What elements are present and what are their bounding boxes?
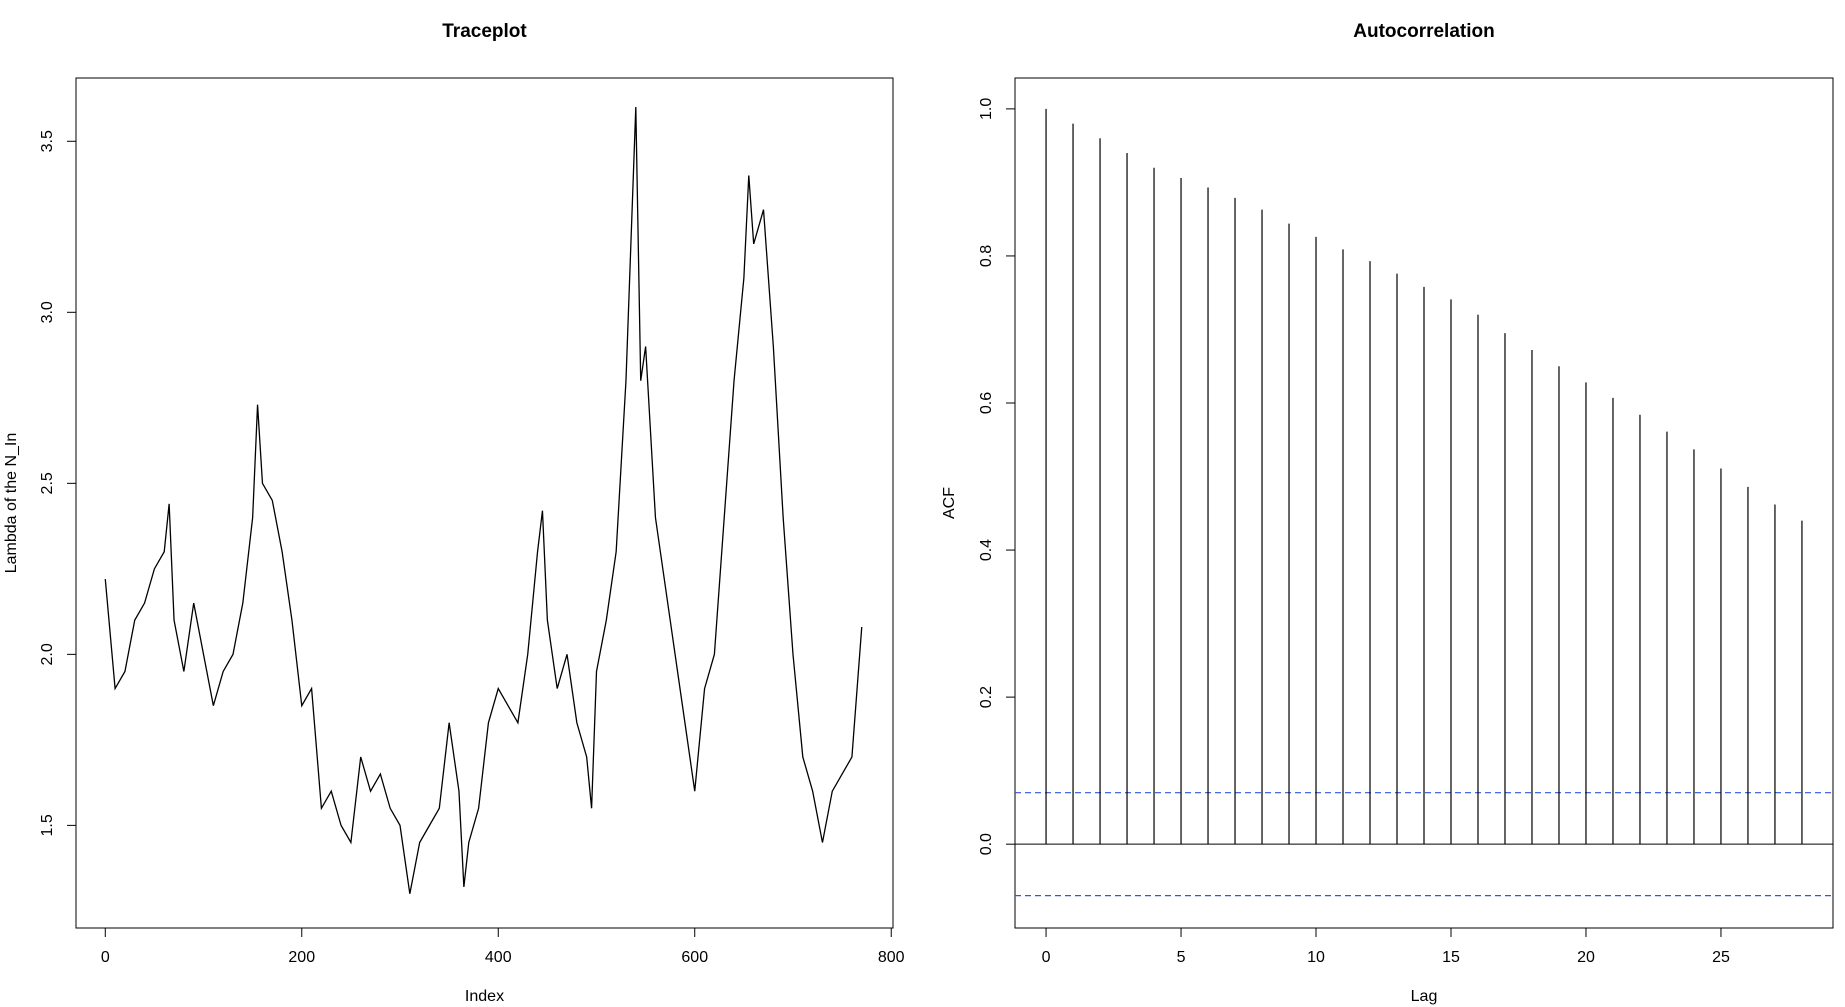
x-axis-label: Index [465, 988, 504, 1005]
x-tick-label: 400 [485, 949, 512, 966]
x-tick-label: 15 [1442, 949, 1460, 966]
y-axis-label: ACF [941, 487, 958, 519]
x-tick-label: 20 [1577, 949, 1595, 966]
y-tick-label: 2.0 [39, 643, 56, 665]
chart-title: Autocorrelation [1353, 21, 1494, 42]
x-tick-label: 5 [1177, 949, 1186, 966]
y-tick-label: 1.5 [39, 814, 56, 836]
y-axis-label: Lambda of the N_In [3, 433, 20, 574]
y-tick-label: 3.0 [39, 301, 56, 323]
x-tick-label: 800 [878, 949, 905, 966]
x-tick-label: 200 [288, 949, 315, 966]
y-tick-label: 0.8 [978, 245, 995, 267]
x-tick-label: 10 [1307, 949, 1325, 966]
x-tick-label: 25 [1712, 949, 1730, 966]
y-tick-label: 1.0 [978, 98, 995, 120]
y-tick-label: 3.5 [39, 130, 56, 152]
y-tick-label: 2.5 [39, 472, 56, 494]
x-axis-label: Lag [1411, 988, 1438, 1005]
y-tick-label: 0.6 [978, 392, 995, 414]
x-tick-label: 0 [101, 949, 110, 966]
y-tick-label: 0.4 [978, 539, 995, 561]
x-tick-label: 600 [681, 949, 708, 966]
x-tick-label: 0 [1042, 949, 1051, 966]
plot-frame [75, 77, 894, 929]
y-tick-label: 0.2 [978, 686, 995, 708]
plot-frame [1014, 77, 1834, 929]
trace-line [104, 107, 863, 894]
chart-title: Traceplot [442, 21, 527, 42]
y-tick-label: 0.0 [978, 833, 995, 855]
